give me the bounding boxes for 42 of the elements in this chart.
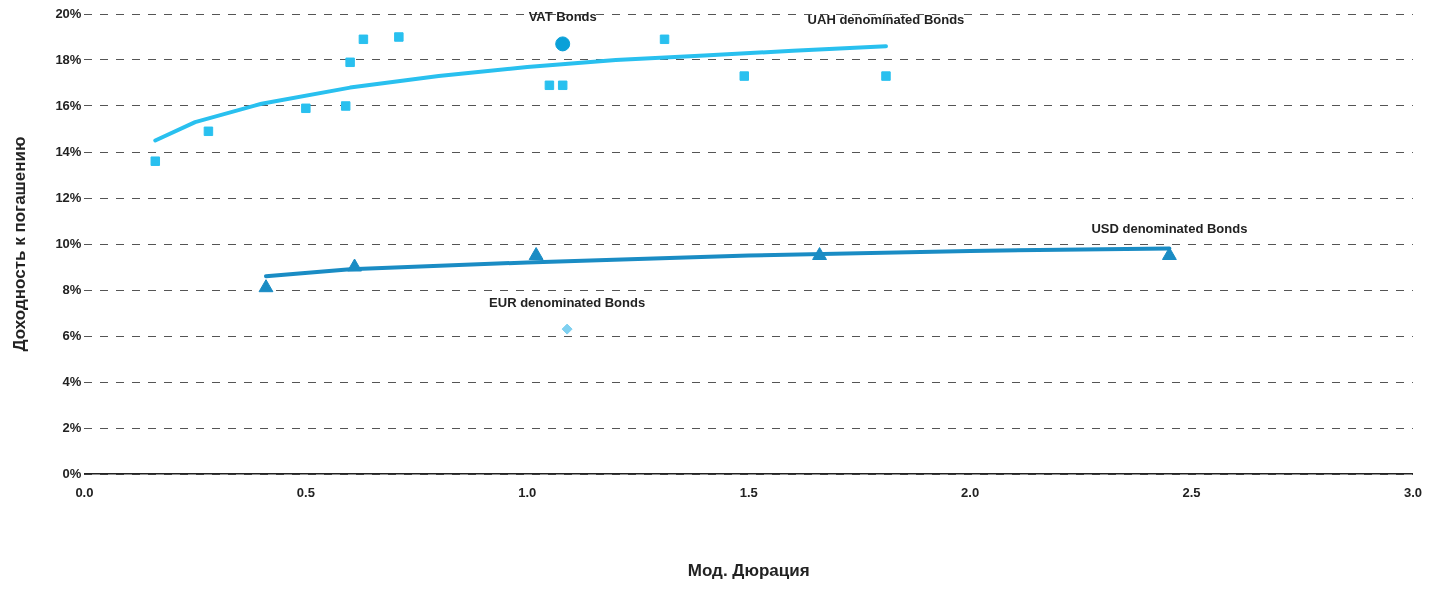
point (203, 126, 214, 137)
annotation: UAH denominated Bonds (807, 11, 965, 27)
annotation: VAT Bonds (528, 9, 597, 25)
x-tick-label: 2.5 (1182, 485, 1201, 501)
point (528, 247, 544, 260)
y-tick-label: 18% (55, 51, 82, 67)
y-tick-label: 6% (62, 327, 82, 343)
y-tick-label: 14% (55, 143, 82, 159)
point (301, 103, 311, 114)
point (555, 36, 571, 52)
point (340, 101, 351, 111)
point (345, 57, 355, 68)
point (659, 34, 670, 45)
y-tick-label: 20% (55, 5, 82, 21)
x-tick-label: 2.0 (961, 485, 980, 501)
point (881, 71, 891, 81)
y-tick-label: 8% (62, 281, 82, 297)
y-tick-label: 12% (55, 189, 82, 205)
annotation: EUR denominated Bonds (489, 294, 646, 310)
point (812, 247, 827, 260)
y-tick-label: 16% (55, 97, 82, 113)
point (739, 71, 750, 81)
x-tick-label: 1.0 (518, 485, 537, 501)
point (258, 279, 274, 293)
point (150, 156, 161, 166)
point (557, 80, 568, 91)
x-tick-label: 0.0 (75, 485, 94, 501)
x-axis-title: Мод. Дюрация (687, 561, 810, 581)
y-tick-label: 0% (62, 465, 82, 481)
annotation: USD denominated Bonds (1091, 221, 1248, 237)
point (544, 80, 555, 91)
point (347, 258, 362, 272)
point (358, 34, 369, 45)
x-tick-label: 1.5 (739, 485, 758, 501)
x-tick-label: 0.5 (296, 485, 315, 501)
point (1161, 247, 1177, 260)
y-axis-title: Доходность к погашению (9, 136, 29, 352)
y-tick-label: 4% (62, 373, 82, 389)
y-tick-label: 10% (55, 235, 82, 251)
x-tick-label: 3.0 (1403, 485, 1422, 501)
point (394, 32, 404, 42)
y-tick-label: 2% (62, 419, 82, 435)
